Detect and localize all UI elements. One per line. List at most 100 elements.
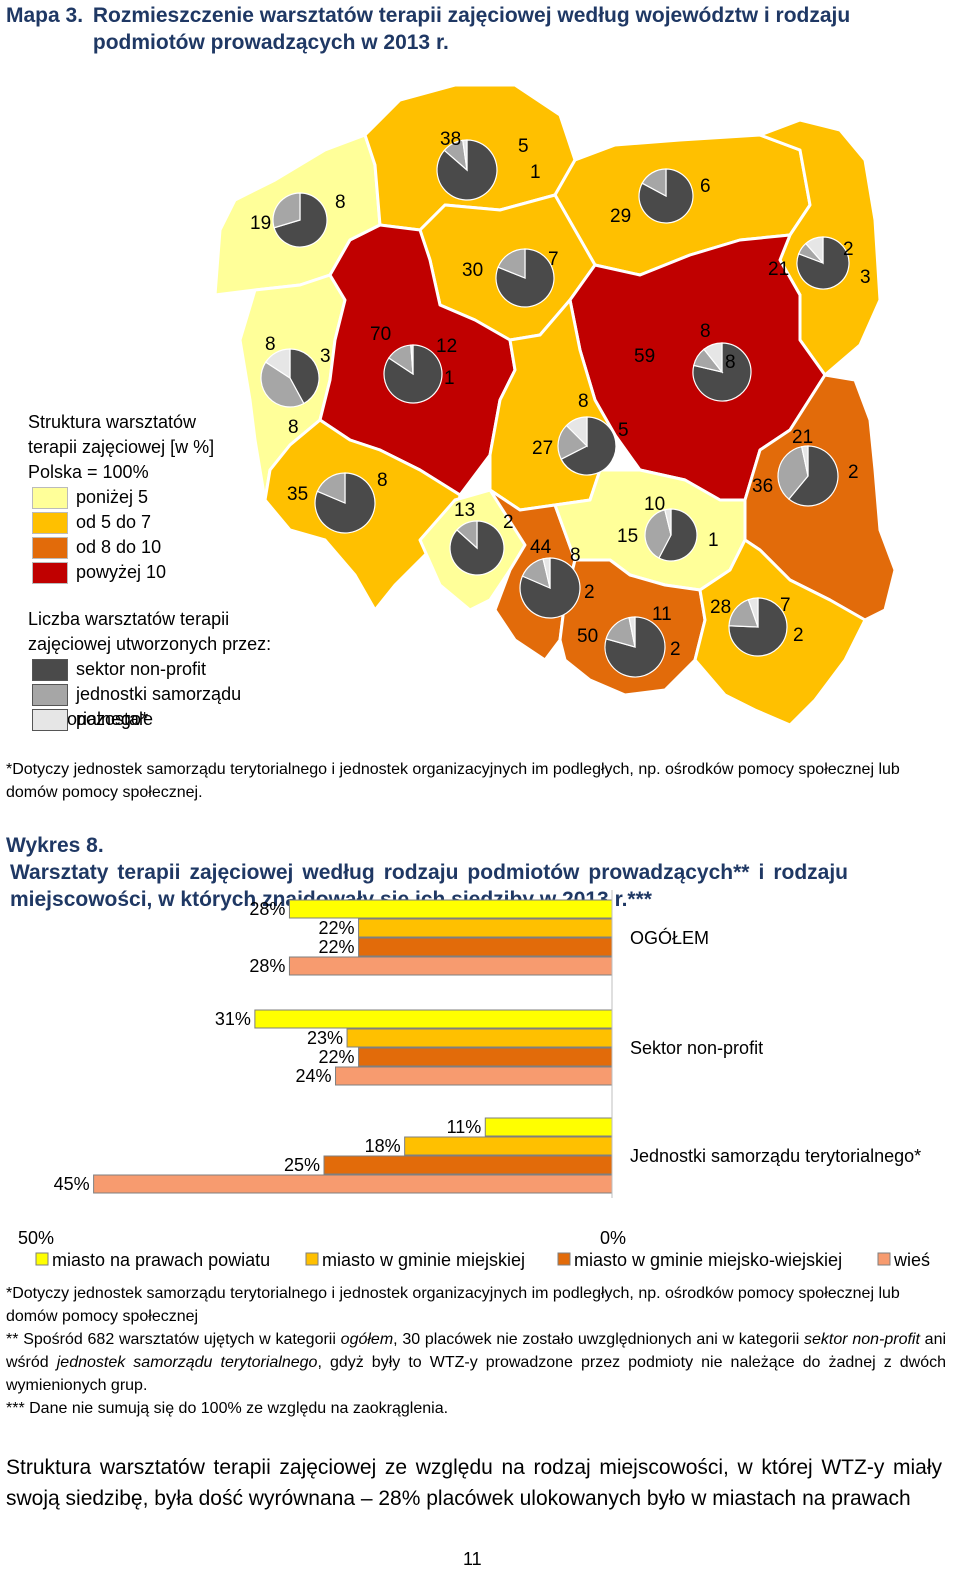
pie-lubuskie	[260, 348, 320, 408]
region-count-label: 11	[652, 604, 672, 625]
bar	[358, 918, 613, 938]
pie-podkarpackie	[728, 597, 788, 657]
pie-zachodniopomorskie	[272, 192, 328, 248]
pie-małopolskie	[604, 616, 666, 678]
region-count-label: 59	[634, 346, 655, 367]
region-count-label: 3	[860, 267, 871, 288]
legend-label: miasto w gminie miejsko-wiejskiej	[574, 1250, 842, 1270]
fill-legend-item: powyżej 10	[32, 560, 358, 585]
map-title-text: Rozmieszczenie warsztatów terapii zajęci…	[92, 4, 851, 54]
pie-slice	[560, 416, 617, 476]
bar	[254, 1009, 613, 1029]
bar-value-label: 18%	[365, 1136, 401, 1156]
region-count-label: 2	[584, 582, 595, 603]
count-legend-item: sektor non-profit	[32, 657, 358, 682]
bar-value-label: 28%	[249, 899, 285, 919]
count-legend-label: pozostałe	[76, 709, 154, 729]
pie-slice	[557, 424, 589, 460]
legend-swatch	[305, 1252, 319, 1266]
bar-value-label: 31%	[215, 1009, 251, 1029]
pie-slice	[658, 508, 698, 562]
bar-value-label: 23%	[307, 1028, 343, 1048]
pie-kujawsko-pomorskie	[495, 248, 555, 308]
count-swatch	[32, 709, 68, 732]
note-2: ** Spośród 682 warsztatów ujętych w kate…	[6, 1328, 946, 1397]
region-count-label: 2	[793, 625, 804, 646]
pie-slice	[628, 616, 636, 648]
region-count-label: 2	[843, 239, 854, 260]
bar	[288, 956, 613, 976]
region-count-label: 8	[265, 334, 276, 355]
pie-slice	[644, 509, 672, 559]
region-count-label: 1	[530, 162, 541, 183]
pie-slice	[747, 597, 759, 628]
category-label: Jednostki samorządu terytorialnego*	[630, 1146, 921, 1166]
pie-slice	[565, 416, 588, 448]
region-count-label: 30	[462, 260, 483, 281]
region-count-label: 21	[768, 259, 789, 280]
note-2-part: , 30 placówek nie zostało uwzględnionych…	[393, 1331, 805, 1348]
fill-legend-item: od 5 do 7	[32, 510, 358, 535]
region-count-label: 8	[578, 391, 589, 412]
fill-legend-item: od 8 do 10	[32, 535, 358, 560]
fill-swatch	[32, 512, 68, 535]
fill-legend-label: poniżej 5	[76, 487, 149, 507]
bar-value-label: 11%	[447, 1117, 482, 1137]
bar-value-label: 25%	[284, 1155, 320, 1175]
region-count-label: 8	[335, 192, 346, 213]
category-label: OGÓŁEM	[630, 927, 709, 948]
fill-legend-label: powyżej 10	[76, 562, 167, 582]
region-count-label: 13	[454, 500, 475, 521]
pie-lubelskie	[777, 445, 839, 507]
region-count-label: 7	[548, 249, 559, 270]
bar	[358, 937, 613, 957]
region-count-label: 28	[710, 597, 731, 618]
region-count-label: 36	[752, 476, 773, 497]
pie-slice	[664, 508, 672, 536]
note-2-part: ani wśród	[6, 1331, 947, 1371]
pie-slice	[542, 557, 551, 589]
bar	[93, 1174, 613, 1194]
pie-świętokrzyskie	[644, 508, 698, 562]
pie-slice	[272, 192, 301, 229]
note-2-part: jednostek samorządu terytorialnego	[56, 1354, 318, 1371]
region-count-label: 21	[792, 427, 813, 448]
region-count-label: 7	[780, 595, 791, 616]
legend-swatch	[557, 1252, 571, 1266]
legend-title-line: Polska = 100%	[28, 462, 149, 482]
pie-pomorskie	[436, 139, 498, 201]
legend-swatch	[35, 1252, 49, 1266]
pie-opolskie	[449, 520, 505, 576]
region-count-label: 10	[644, 494, 665, 515]
note-1: *Dotyczy jednostek samorządu terytorialn…	[6, 1285, 900, 1325]
region-count-label: 5	[618, 420, 629, 441]
legend-title-line: terapii zajęciowej [w %]	[28, 437, 215, 457]
region-count-label: 2	[848, 462, 859, 483]
note-2-part: , gdyż były to WTZ-y prowadzone przez po…	[6, 1354, 947, 1394]
bar-value-label: 24%	[295, 1066, 331, 1086]
pie-wielkopolskie	[383, 344, 443, 404]
legend-label: miasto na prawach powiatu	[52, 1250, 270, 1270]
region-count-label: 12	[436, 336, 457, 357]
map-title-label: Mapa 3.	[6, 4, 84, 27]
region-count-label: 38	[440, 129, 461, 150]
region-count-label: 2	[670, 639, 681, 660]
pie-podlaskie	[796, 236, 850, 290]
region-count-label: 8	[288, 417, 299, 438]
bar	[484, 1117, 613, 1137]
category-label: Sektor non-profit	[630, 1038, 763, 1058]
count-swatch	[32, 659, 68, 682]
pie-slice	[456, 520, 478, 550]
note-3: *** Dane nie sumują się do 100% ze wzglę…	[6, 1400, 449, 1417]
pie-slice	[289, 348, 320, 405]
pie-slice	[788, 445, 839, 507]
count-legend-title-line: zajęciowej utworzonych przez:	[28, 634, 272, 654]
region-count-label: 8	[377, 470, 388, 491]
region-count-label: 8	[725, 352, 736, 373]
bar-value-label: 22%	[319, 918, 355, 938]
count-legend-label: sektor non-profit	[76, 659, 207, 679]
body-paragraph: Struktura warsztatów terapii zajęciowej …	[6, 1456, 942, 1510]
fill-swatch	[32, 487, 68, 510]
fill-swatch	[32, 537, 68, 560]
